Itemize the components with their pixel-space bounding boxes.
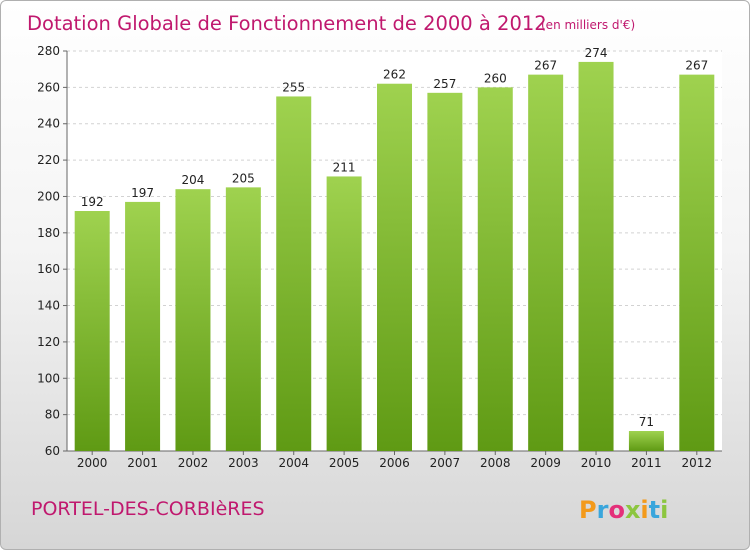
chart-subtitle: (en milliers d'€) [541,18,635,32]
bar-2007 [427,92,463,452]
x-tick-label-2008: 2008 [480,456,511,470]
x-tick-label-2000: 2000 [77,456,108,470]
y-tick-label: 80 [45,408,60,422]
bar-2004 [276,96,312,452]
x-tick-label-2010: 2010 [581,456,612,470]
proxiti-logo: Proxiti [579,496,668,524]
y-tick-label: 220 [37,153,60,167]
y-tick-label: 120 [37,335,60,349]
bars: 192 197 204 205 255 211 262 257 260 267 274 71 267 [74,46,715,452]
y-tick-label: 260 [37,80,60,94]
y-tick-label: 100 [37,371,60,385]
y-tick-label: 200 [37,189,60,203]
data-label-2001: 197 [131,186,154,200]
data-label-2004: 255 [282,80,305,94]
bar-2006 [377,83,412,452]
x-tick-label-2005: 2005 [329,456,360,470]
x-tick-label-2012: 2012 [682,456,713,470]
x-tick-label-2003: 2003 [228,456,259,470]
x-tick-label-2006: 2006 [379,456,410,470]
city-label: PORTEL-DES-CORBIèRES [31,498,265,520]
data-label-2005: 211 [333,160,356,174]
data-label-2012: 267 [685,59,708,73]
data-label-2000: 192 [81,195,104,209]
data-label-2008: 260 [484,71,507,85]
data-label-2002: 204 [182,173,205,187]
y-tick-label: 280 [37,44,60,58]
bar-2010 [578,61,614,452]
y-tick-label: 140 [37,299,60,313]
x-tick-label-2007: 2007 [430,456,461,470]
data-label-2007: 257 [433,77,456,91]
bar-2002 [175,189,211,451]
x-tick-label-2001: 2001 [127,456,158,470]
y-tick-label: 240 [37,117,60,131]
data-label-2009: 267 [534,59,557,73]
bar-2005 [326,176,362,452]
x-tick-label-2011: 2011 [631,456,662,470]
data-label-2003: 205 [232,171,255,185]
x-tick-label-2002: 2002 [178,456,209,470]
bar-2003 [225,187,261,451]
data-label-2011: 71 [639,415,654,429]
bar-2012 [679,74,715,452]
bar-2009 [528,74,564,452]
y-tick-label: 180 [37,226,60,240]
bar-2001 [125,201,161,451]
data-label-2010: 274 [585,46,608,60]
x-tick-label-2004: 2004 [278,456,309,470]
bar-2000 [74,211,110,451]
y-tick-label: 160 [37,262,60,276]
y-tick-label: 60 [45,444,60,458]
bar-2008 [477,87,513,451]
x-tick-label-2009: 2009 [530,456,561,470]
bar-2011 [628,431,664,451]
chart-title: Dotation Globale de Fonctionnement de 20… [27,12,547,35]
data-label-2006: 262 [383,68,406,82]
